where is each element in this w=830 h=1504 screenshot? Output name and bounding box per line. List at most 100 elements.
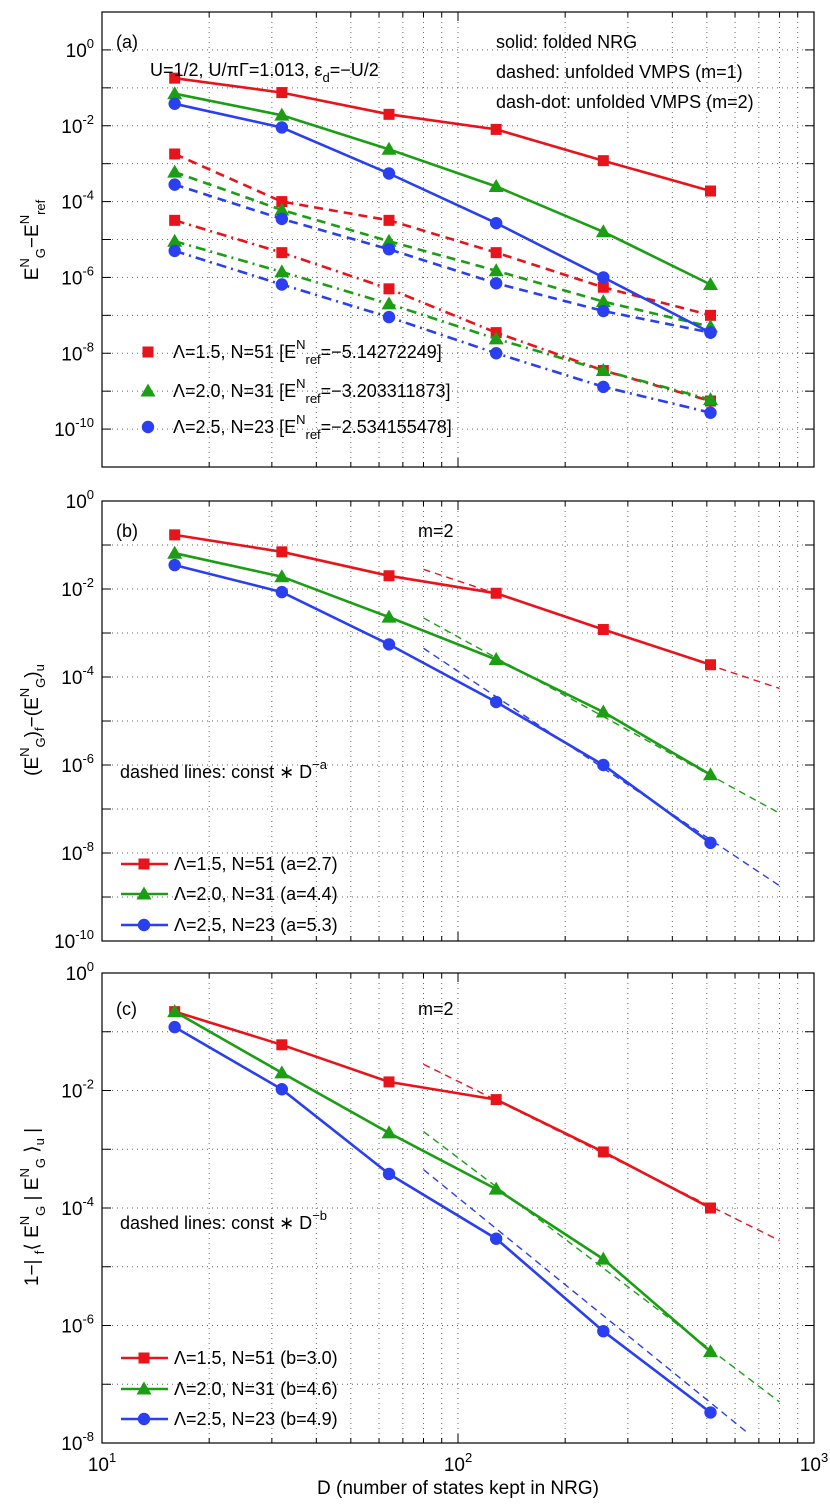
series-line-dashdot: [174, 249, 711, 414]
data-point: [488, 263, 504, 277]
panel-b-ylabel: (ENG)f−(ENG)u: [17, 664, 48, 776]
data-point: [381, 233, 397, 247]
data-point: [489, 695, 503, 709]
x-axis-label: D (number of states kept in NRG): [317, 1478, 599, 1499]
data-point: [490, 123, 502, 135]
y-tick-label: 10-10: [54, 415, 94, 441]
data-point: [168, 97, 181, 110]
legend-label: Λ=1.5, N=51 [ENref=−5.14272249]: [173, 337, 442, 367]
legend-marker: [136, 886, 152, 900]
style-note-dashed: dashed: unfolded VMPS (m=1): [496, 62, 743, 82]
y-tick-label: 10-6: [61, 263, 94, 289]
x-tick-label: 103: [800, 1450, 828, 1476]
y-tick-label: 10-6: [61, 751, 94, 777]
series-0: [169, 1006, 780, 1242]
data-point: [597, 380, 610, 394]
legend-marker: [138, 1352, 150, 1364]
data-point: [274, 1065, 290, 1079]
y-tick-label: 10-4: [61, 663, 94, 689]
data-point: [168, 558, 181, 572]
y-tick-label: 10-10: [54, 927, 94, 953]
panel-c-note: dashed lines: const ∗ D−b: [120, 1208, 327, 1233]
data-point: [274, 107, 290, 121]
panel-c-xticks: 101 102 103: [88, 1450, 828, 1476]
data-point: [167, 545, 183, 559]
series-2: [168, 558, 780, 887]
legend-marker: [138, 858, 150, 870]
fit-line: [423, 1063, 780, 1242]
data-point: [597, 624, 609, 636]
style-note-dashdot: dash-dot: unfolded VMPS (m=2): [496, 92, 754, 112]
data-point: [705, 185, 717, 197]
legend-marker: [140, 383, 156, 397]
data-point: [597, 1324, 610, 1338]
y-tick-label: 10-8: [61, 339, 94, 365]
series-line-dashed: [174, 170, 711, 328]
legend-label: Λ=2.5, N=23 [ENref=−2.534155478]: [173, 412, 452, 442]
data-point: [381, 296, 397, 310]
legend-label: Λ=2.5, N=23 (a=5.3): [174, 915, 338, 935]
series-line-solid: [174, 551, 712, 776]
data-point: [275, 278, 289, 291]
data-point: [276, 247, 288, 259]
y-tick-label: 10-8: [61, 1429, 94, 1455]
data-point: [276, 196, 288, 208]
data-point: [275, 585, 289, 599]
panel-a: 10-10 10-8 10-6 10-4 10-2 100 (a) U=1/2, U/πΓ…: [17, 11, 815, 468]
data-point: [489, 347, 503, 360]
y-tick-label: 100: [66, 36, 94, 62]
data-point: [274, 264, 290, 278]
panel-c-ticks: 10-8 10-6 10-4 10-2 100: [61, 959, 814, 1455]
panel-a-marks: [167, 72, 719, 419]
series-0: [169, 529, 780, 690]
legend-marker: [137, 1412, 151, 1426]
data-point: [275, 1083, 289, 1096]
panel-b-ticks: 10-10 10-8 10-6 10-4 10-2 100: [54, 487, 814, 953]
data-point: [383, 214, 395, 226]
data-point: [382, 1167, 396, 1181]
data-point: [704, 406, 717, 419]
data-point: [705, 309, 717, 321]
series-line-dashdot: [174, 219, 711, 403]
data-point: [383, 570, 395, 582]
series-2: [168, 97, 717, 419]
legend-label: Λ=2.0, N=31 (a=4.4): [174, 884, 338, 904]
data-point: [595, 294, 611, 308]
data-point: [276, 546, 288, 558]
data-point: [595, 363, 611, 377]
data-point: [597, 758, 610, 772]
panel-c: 10-8 10-6 10-4 10-2 100 (c) m=2 dashed lines…: [17, 959, 828, 1499]
legend-marker: [142, 346, 154, 358]
data-point: [488, 1181, 504, 1195]
series-1: [167, 86, 719, 406]
data-point: [168, 1020, 181, 1034]
fit-line: [423, 1169, 748, 1434]
data-point: [169, 529, 181, 541]
data-point: [703, 392, 719, 406]
fit-line: [423, 1131, 780, 1403]
data-point: [488, 651, 504, 665]
data-point: [168, 244, 181, 258]
legend-label: Λ=2.0, N=31 [ENref=−3.203311873]: [173, 376, 450, 406]
fit-line: [423, 617, 780, 814]
data-point: [597, 1146, 609, 1158]
data-point: [275, 121, 289, 134]
data-point: [382, 243, 396, 256]
data-point: [703, 1344, 719, 1358]
panel-c-label: (c): [116, 999, 137, 1019]
panel-c-ylabel: 1−| f⟨ ENG | ENG ⟩u |: [17, 1128, 48, 1286]
panel-b-marks: [167, 529, 780, 887]
panel-a-params: U=1/2, U/πΓ=1.013, εd=−U/2: [150, 60, 379, 85]
data-point: [274, 202, 290, 216]
style-note-solid: solid: folded NRG: [496, 32, 637, 52]
panel-c-m-label: m=2: [418, 999, 454, 1019]
series-line-solid: [174, 76, 711, 193]
panel-b: 10-10 10-8 10-6 10-4 10-2 100 (b) m=2 dashed …: [17, 487, 815, 953]
panel-c-grid: [102, 973, 814, 1443]
series-line-solid: [174, 563, 712, 844]
data-point: [276, 1039, 288, 1051]
y-tick-label: 10-6: [61, 1312, 94, 1338]
data-point: [705, 1202, 717, 1214]
panel-a-ticks: 10-10 10-8 10-6 10-4 10-2 100: [54, 11, 814, 468]
